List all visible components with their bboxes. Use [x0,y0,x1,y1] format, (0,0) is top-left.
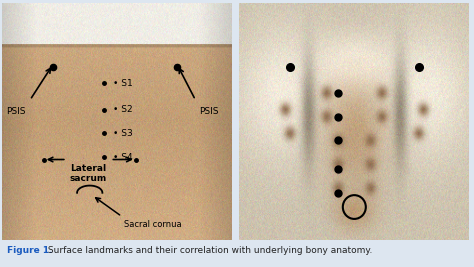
Text: • S4: • S4 [113,153,132,162]
Text: PSIS: PSIS [7,108,26,116]
Text: PSIS: PSIS [200,108,219,116]
Text: • S2: • S2 [113,105,132,114]
Text: • S3: • S3 [113,129,132,138]
Text: • S1: • S1 [113,79,132,88]
Text: Sacral cornua: Sacral cornua [124,220,182,229]
Text: Figure 1.: Figure 1. [7,246,53,256]
Text: Lateral
sacrum: Lateral sacrum [70,164,107,183]
Text: Surface landmarks and their correlation with underlying bony anatomy.: Surface landmarks and their correlation … [45,246,373,256]
